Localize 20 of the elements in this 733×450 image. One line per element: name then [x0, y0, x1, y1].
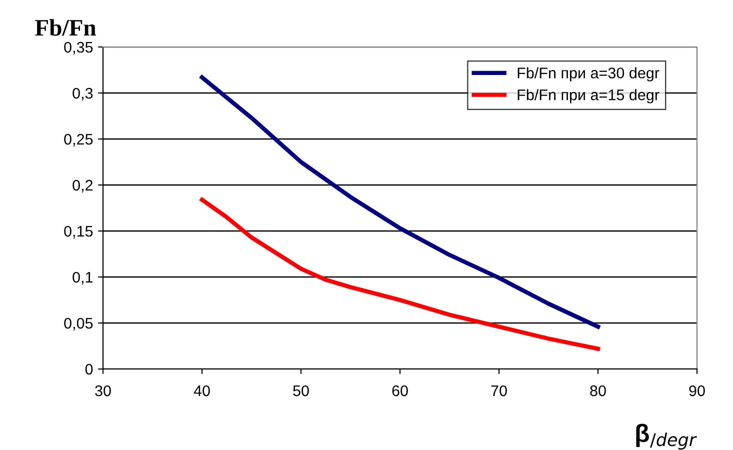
y-tick-label: 0,15	[64, 226, 93, 238]
y-axis-title: Fb/Fn	[35, 19, 96, 36]
x-tick-label: 50	[293, 385, 309, 396]
x-tick-label: 60	[392, 385, 408, 396]
legend-label: Fb/Fn при a=30 degr	[518, 67, 660, 82]
x-axis-title: β$_{/degr}$	[636, 424, 697, 450]
line-series	[200, 198, 600, 351]
x-tick-label: 80	[590, 385, 606, 396]
y-tick-label: 0,2	[72, 180, 93, 192]
y-tick-label: 0,25	[64, 134, 93, 146]
y-tick-label: 0,1	[72, 272, 93, 284]
x-tick-label: 30	[95, 385, 111, 396]
x-tick-label: 90	[689, 385, 705, 396]
x-tick-label: 40	[194, 385, 210, 396]
y-tick-label: 0,35	[64, 42, 93, 54]
y-tick-label: 0	[85, 364, 93, 375]
x-tick-label: 70	[491, 385, 507, 396]
y-tick-label: 0,3	[72, 88, 93, 100]
legend-label: Fb/Fn при a=15 degr	[518, 89, 660, 104]
y-tick-label: 0,05	[64, 318, 93, 330]
